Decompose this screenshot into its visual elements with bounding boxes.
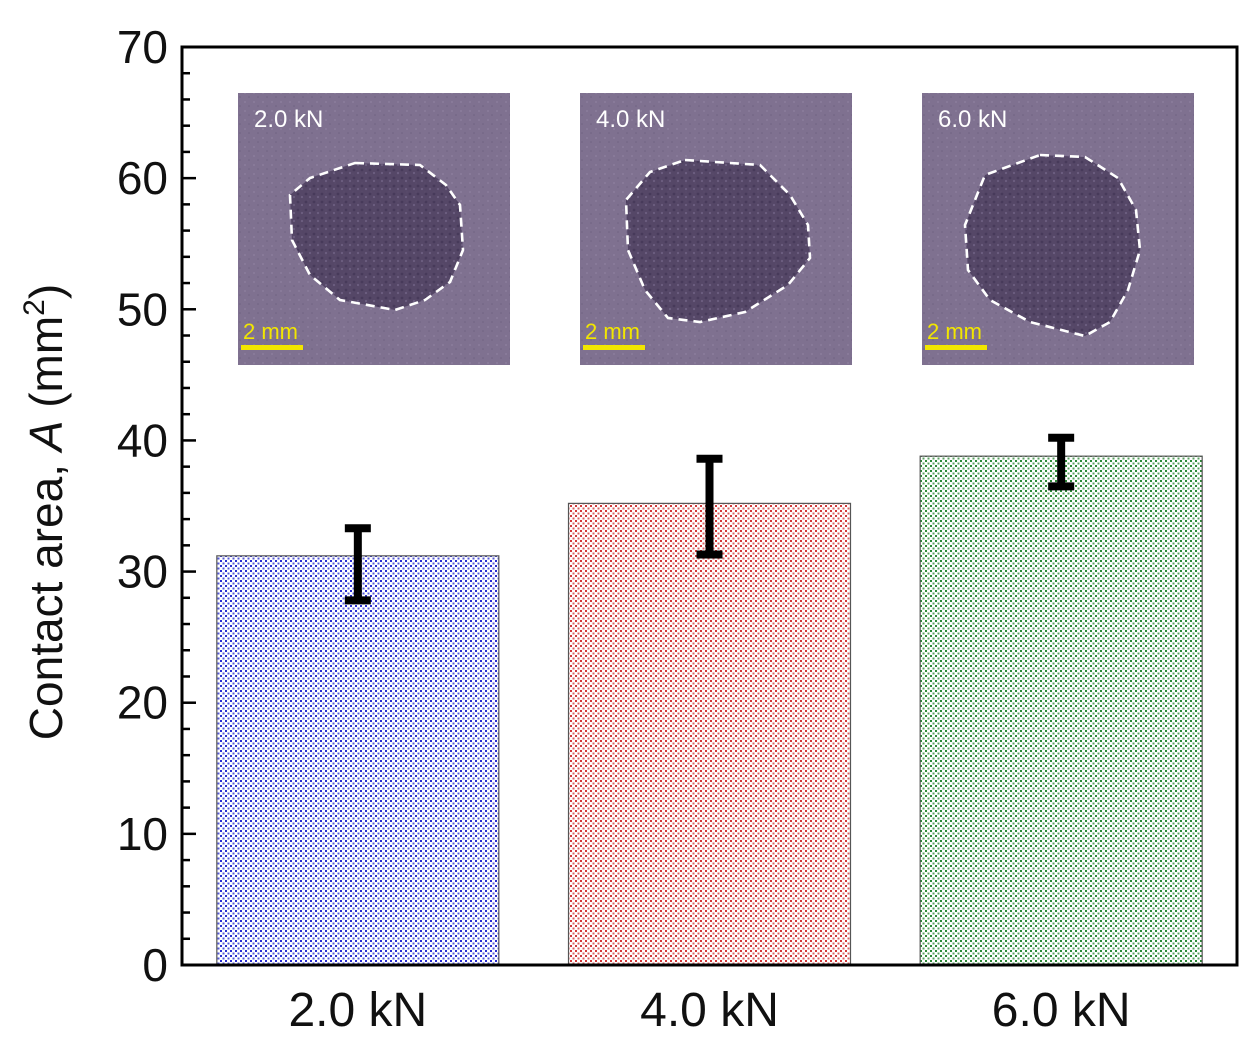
x-category-label: 2.0 kN — [288, 984, 427, 1037]
bar-1 — [216, 555, 500, 966]
axes-group: 0 10 20 30 40 50 60 70 2.0 kN 4.0 kN 6.0 kN — [117, 21, 1239, 1037]
scale-bar-label: 2 mm — [927, 319, 982, 344]
y-tick-label: 50 — [117, 283, 168, 335]
y-tick-label: 0 — [142, 939, 168, 991]
y-tick-label: 60 — [117, 152, 168, 204]
y-axis-label-unit-close: ) — [20, 284, 72, 299]
error-bar-2 — [696, 454, 723, 559]
inset-image-1: 2.0 kN 2 mm — [238, 93, 510, 365]
inset-image-2: 4.0 kN 2 mm — [580, 93, 852, 365]
error-bar-1 — [344, 524, 371, 605]
x-category-label: 6.0 kN — [992, 984, 1131, 1037]
contact-boundary-outline — [288, 161, 465, 312]
y-tick-label: 30 — [117, 546, 168, 598]
y-axis-label-prefix: Contact area, — [20, 451, 72, 740]
x-category-label: 4.0 kN — [640, 984, 779, 1037]
contact-boundary-outline — [624, 158, 812, 324]
scale-bar — [925, 345, 987, 350]
contact-spot — [626, 160, 810, 322]
inset-label: 6.0 kN — [938, 106, 1007, 133]
y-axis-label: Contact area, A (mm2) — [18, 284, 72, 740]
y-tick-label: 20 — [117, 677, 168, 729]
y-axis-label-unit: (mm — [20, 316, 72, 421]
scale-bar-label: 2 mm — [585, 319, 640, 344]
y-axis-label-unit-superscript: 2 — [18, 299, 51, 316]
y-tick-label: 10 — [117, 808, 168, 860]
contact-spot — [290, 163, 463, 310]
error-bars-group — [344, 433, 1075, 605]
inset-label: 4.0 kN — [596, 106, 665, 133]
scale-bar-label: 2 mm — [243, 319, 298, 344]
inset-image-3: 6.0 kN 2 mm — [922, 93, 1194, 365]
y-axis-label-variable: A — [20, 421, 72, 455]
bar-3 — [919, 455, 1203, 966]
plot-frame — [180, 45, 1239, 967]
y-tick-label: 40 — [117, 414, 168, 466]
contact-boundary-outline — [963, 153, 1142, 338]
scale-bar — [583, 345, 645, 350]
contact-spot — [965, 155, 1140, 336]
y-tick-label: 70 — [117, 21, 168, 73]
error-bar-3 — [1048, 433, 1075, 491]
inset-images-group: 2.0 kN 2 mm 4.0 kN 2 mm 6.0 kN 2 mm — [238, 93, 1194, 365]
inset-label: 2.0 kN — [254, 106, 323, 133]
scale-bar — [241, 345, 303, 350]
bar-2 — [567, 502, 852, 966]
